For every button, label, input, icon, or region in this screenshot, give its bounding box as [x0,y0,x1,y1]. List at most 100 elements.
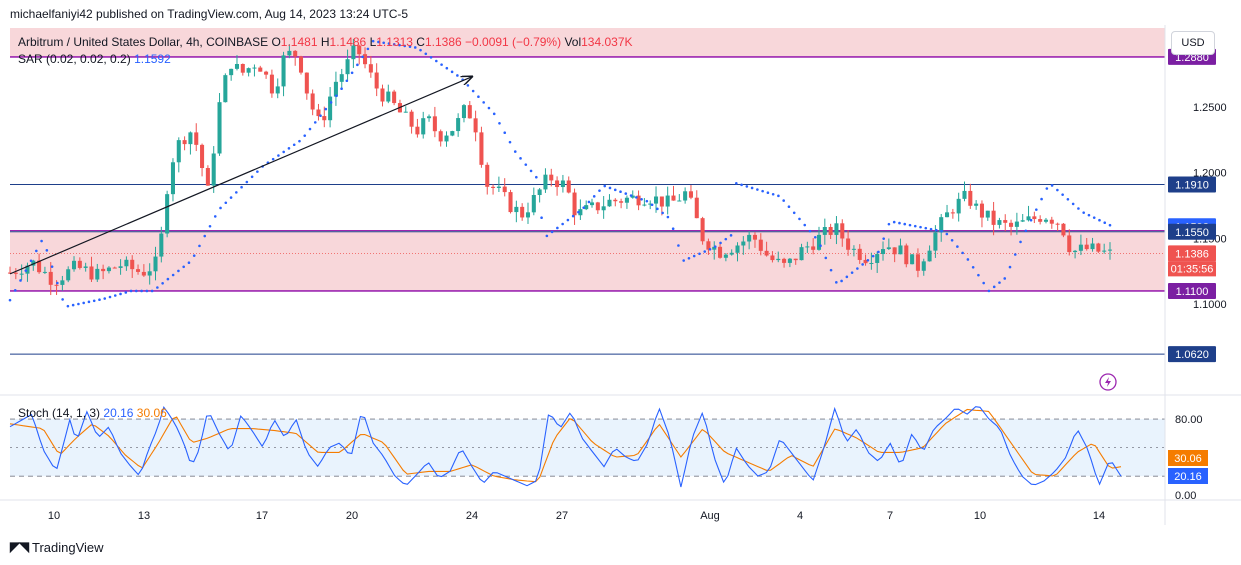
sar-dot [866,258,870,262]
candle-body [933,232,938,251]
candle-body [467,105,472,119]
candle-body [834,223,839,235]
candle-body [950,212,955,214]
sar-dot [66,304,70,308]
candle-body [799,247,804,261]
legend-low: 1.1313 [376,35,413,49]
sar-dot [482,101,485,104]
candle-body [875,254,880,263]
candle-body [712,246,717,250]
candle-body [863,259,868,264]
candle-body [945,212,950,218]
sar-dot [1029,218,1033,222]
candle-body [921,261,926,271]
sar-dot [208,224,212,228]
sar-dot [682,259,685,262]
candle-body [351,45,356,60]
candle-body [112,267,117,269]
sar-dot [508,140,512,144]
candle-body [496,186,501,188]
candle-body [508,192,513,213]
sar-dot [445,66,449,70]
sar-dot [24,269,28,272]
sar-dot [887,222,891,226]
candle-body [584,205,589,210]
sar-dot [1082,211,1085,214]
sar-dot [945,232,949,236]
candle-body [828,227,833,235]
candle-body [13,272,18,274]
candle-body [822,227,827,235]
sar-dot [308,127,312,131]
candle-body [205,168,210,186]
sar-dot [624,192,628,195]
candle-body [363,54,368,65]
candle-body [345,59,350,75]
sar-dot [566,218,570,222]
sar-dot [282,150,285,154]
sar-label: SAR (0.02, 0.02, 0.2) [18,52,131,66]
time-axis-tick: 14 [1093,510,1105,522]
stoch-axis-tick: 80.00 [1175,414,1203,426]
sar-dot [824,256,828,260]
sar-layer [8,39,1112,308]
candle-body [432,116,437,132]
candle-body [380,88,385,102]
sar-dot [329,101,333,104]
stoch-value-label: 30.06 [1174,453,1202,465]
sar-dot [171,273,175,277]
sar-dot [766,191,770,194]
stoch-label: Stoch (14, 1, 3) [18,406,101,420]
candle-body [549,174,554,181]
sar-dot [882,237,885,240]
sar-dot [640,197,643,201]
candle-body [962,190,967,199]
sar-dot [698,252,701,256]
sar-dot [166,277,170,281]
sar-dot [735,181,738,185]
sar-dot [40,239,43,243]
sar-dot [1013,253,1017,256]
sar-dot [113,294,117,297]
stoch-value-box [1168,468,1208,484]
candle-body [589,202,595,206]
sar-dot [229,196,233,199]
sar-dot [198,244,201,248]
sar-dot [724,237,728,241]
sar-dot [982,281,985,285]
candle-body [782,258,787,263]
candle-body [601,206,606,211]
candle-body [252,67,257,69]
time-axis-tick: Aug [700,510,720,522]
candle-body [258,67,263,72]
sar-dot [771,192,775,196]
candle-body [479,132,484,165]
sar-dot [940,229,943,233]
currency-button[interactable]: USD [1171,31,1215,55]
sar-dot [571,214,575,218]
sar-dot [645,199,649,203]
sar-dot [745,185,749,188]
candle-body [223,75,228,103]
sar-dot [587,200,591,204]
tradingview-logo[interactable]: ◤◥ TradingView [10,539,104,555]
candle-body [1014,221,1019,227]
sar-dot [835,281,838,284]
sar-dot [871,254,875,258]
sar-dot [850,271,854,274]
candle-body [578,209,583,216]
candle-body [357,45,362,55]
sar-dot [145,289,149,293]
candle-body [1061,223,1066,236]
sar-dot [292,143,296,147]
sar-dot [903,222,907,226]
sar-dot [87,300,91,304]
candle-body [1009,222,1014,227]
sar-dot [845,275,849,279]
stoch-value-label: 20.16 [1174,471,1202,483]
sar-dot [477,95,480,99]
sar-dot [98,298,101,301]
candle-body [66,269,71,281]
candle-body [427,116,432,119]
time-axis-tick: 7 [887,510,893,522]
